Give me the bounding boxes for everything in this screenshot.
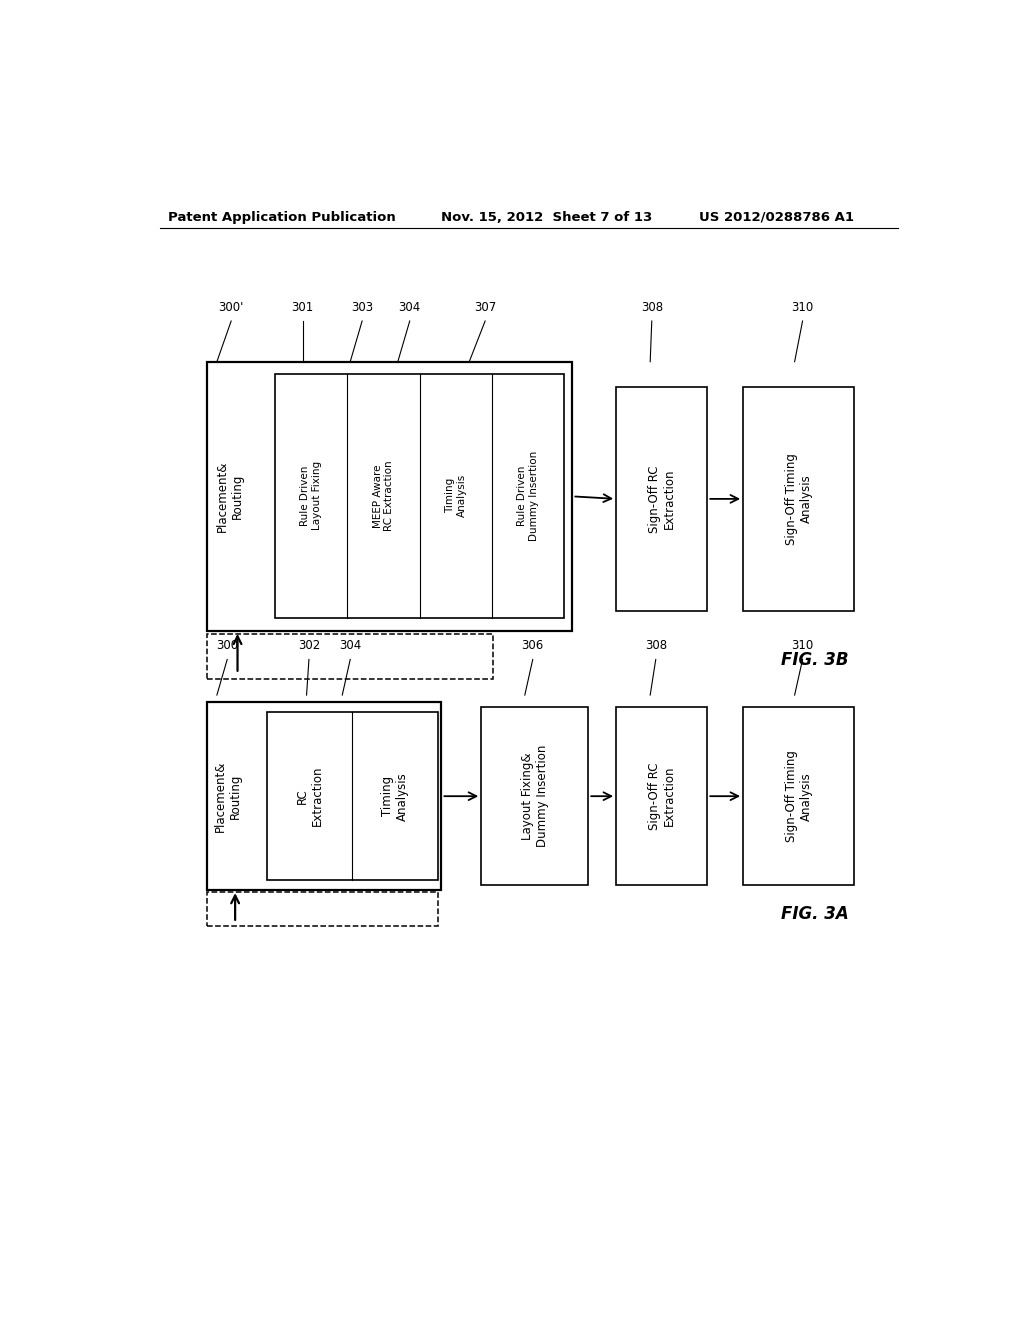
Text: 310: 310 [792,639,814,652]
Bar [267,713,437,880]
Text: Placement&
Routing: Placement& Routing [216,461,244,532]
Text: 307: 307 [474,301,497,314]
Text: FIG. 3B: FIG. 3B [780,651,848,669]
Bar [207,892,437,925]
Text: Rule Driven
Layout Fixing: Rule Driven Layout Fixing [300,461,322,531]
Text: 300: 300 [216,639,239,652]
Text: US 2012/0288786 A1: US 2012/0288786 A1 [699,211,854,224]
Bar [616,387,708,611]
Text: 304: 304 [398,301,421,314]
Bar [207,702,441,890]
Text: MEEP Aware
RC Extraction: MEEP Aware RC Extraction [373,461,394,531]
Bar [481,708,589,886]
Text: 306: 306 [521,639,544,652]
Text: 308: 308 [641,301,663,314]
Text: 302: 302 [298,639,321,652]
Bar [207,362,572,631]
Text: Sign-Off RC
Extraction: Sign-Off RC Extraction [648,763,676,830]
Text: 303: 303 [351,301,373,314]
Bar [274,374,564,618]
Text: Sign-Off Timing
Analysis: Sign-Off Timing Analysis [784,453,813,545]
Text: 300': 300' [218,301,244,314]
Text: 308: 308 [645,639,667,652]
Bar [743,387,854,611]
Text: RC
Extraction: RC Extraction [296,766,324,826]
Text: Timing
Analysis: Timing Analysis [445,474,467,517]
Text: Sign-Off RC
Extraction: Sign-Off RC Extraction [648,465,676,533]
Text: Placement&
Routing: Placement& Routing [214,760,242,832]
Text: 310: 310 [792,301,814,314]
Text: Layout Fixing&
Dummy Insertion: Layout Fixing& Dummy Insertion [521,744,549,847]
Text: Timing
Analysis: Timing Analysis [381,772,409,821]
Bar [743,708,854,886]
Text: FIG. 3A: FIG. 3A [780,906,848,924]
Text: 301: 301 [292,301,313,314]
Bar [207,634,494,678]
Text: Rule Driven
Dummy Insertion: Rule Driven Dummy Insertion [517,450,539,541]
Text: 304: 304 [339,639,361,652]
Text: Nov. 15, 2012  Sheet 7 of 13: Nov. 15, 2012 Sheet 7 of 13 [441,211,652,224]
Text: Patent Application Publication: Patent Application Publication [168,211,395,224]
Text: Sign-Off Timing
Analysis: Sign-Off Timing Analysis [784,750,813,842]
Bar [616,708,708,886]
